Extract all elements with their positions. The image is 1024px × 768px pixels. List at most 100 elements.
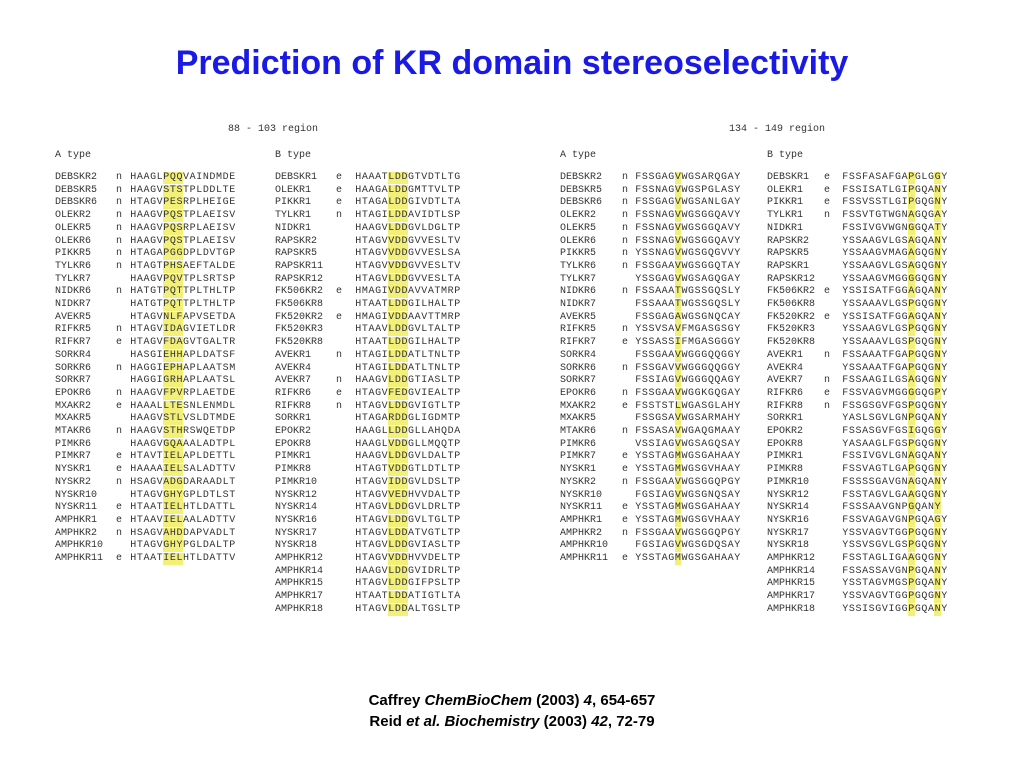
residue: A (209, 362, 216, 374)
sequence: HTAGVLDDGVLTGLTP (355, 514, 461, 527)
sequence: FSSGAVVWGGGQQGGY (635, 362, 741, 375)
residue: S (641, 375, 648, 387)
residue: I (421, 591, 428, 603)
residue: A (136, 413, 143, 425)
residue: T (655, 514, 662, 526)
residue: V (414, 210, 421, 222)
residue: W (681, 260, 688, 272)
residue: A (189, 514, 196, 526)
seq-mark: e (116, 451, 123, 463)
residue: P (189, 197, 196, 209)
residue: Y (842, 591, 849, 603)
residue: G (895, 540, 902, 552)
residue: N (209, 400, 216, 412)
residue: I (674, 337, 682, 350)
residue: S (648, 273, 655, 285)
residue: G (928, 210, 935, 222)
residue: G (375, 565, 382, 577)
residue: V (381, 260, 388, 272)
residue: S (648, 375, 655, 387)
seq-name: NYSKR2 (55, 476, 92, 488)
residue: T (209, 413, 216, 425)
residue: P (934, 387, 941, 400)
residue: P (907, 527, 915, 540)
residue: G (375, 438, 382, 450)
residue: I (862, 311, 869, 323)
residue: A (143, 413, 150, 425)
residue: D (222, 387, 229, 399)
residue: L (196, 451, 203, 463)
residue: Y (734, 362, 741, 374)
residue: S (661, 400, 668, 412)
residue: Y (734, 540, 741, 552)
residue: I (414, 299, 421, 310)
sequence: HAAATLDDGTVDTLTG (355, 172, 461, 184)
sequence: FSSNAGVWGSGGQAVY (635, 210, 741, 223)
residue: P (454, 502, 461, 514)
residue: A (209, 349, 216, 361)
residue: L (441, 578, 448, 590)
residue: P (189, 210, 196, 222)
residue: L (441, 184, 448, 196)
residue: G (895, 578, 902, 590)
residue: V (387, 464, 395, 477)
sequence: HTAGVLDDGVVESLTA (355, 273, 461, 286)
residue: T (447, 222, 454, 234)
residue: L (387, 337, 395, 350)
residue: A (183, 375, 190, 387)
residue: A (408, 311, 415, 323)
residue: T (447, 451, 454, 463)
residue: A (375, 337, 382, 349)
residue: G (701, 235, 708, 247)
residue: S (721, 540, 728, 552)
residue: T (176, 299, 183, 311)
residue: D (401, 349, 408, 362)
residue: V (381, 578, 388, 590)
sequence: YSSTAGMWGSGAHAAY (635, 502, 741, 515)
residue: V (156, 514, 163, 526)
residue: L (381, 438, 388, 450)
residue: W (681, 362, 688, 374)
residue: P (901, 502, 908, 514)
residue: D (401, 426, 408, 438)
residue: T (655, 464, 662, 476)
residue: V (881, 451, 888, 463)
residue: D (401, 222, 408, 235)
residue: A (408, 210, 415, 222)
residue: L (441, 375, 448, 387)
residue: S (694, 476, 701, 488)
residue: A (136, 438, 143, 450)
residue: Y (734, 527, 741, 539)
residue: V (881, 527, 888, 539)
residue: T (361, 400, 368, 412)
residue: S (848, 210, 855, 222)
residue: V (421, 172, 428, 183)
residue: G (668, 451, 675, 463)
residue: H (714, 553, 721, 564)
residue: S (855, 413, 862, 425)
residue: A (408, 603, 415, 615)
residue: P (229, 426, 236, 437)
residue: T (361, 299, 368, 310)
residue: L (441, 222, 448, 234)
residue: A (928, 451, 935, 463)
residue: G (688, 286, 695, 298)
residue: G (928, 337, 935, 349)
residue: T (361, 413, 368, 425)
residue: G (914, 451, 921, 463)
residue: A (661, 476, 668, 488)
residue: A (661, 349, 668, 361)
residue: L (888, 299, 895, 310)
residue: T (361, 514, 368, 526)
residue: Y (842, 286, 849, 298)
residue: I (862, 222, 869, 234)
residue: F (635, 210, 642, 222)
sequence: HAGGIEPHAPLAATSM (130, 362, 236, 375)
residue: S (694, 248, 701, 260)
residue: N (934, 349, 941, 362)
residue: P (189, 451, 196, 463)
residue: Y (734, 438, 741, 450)
residue: P (229, 286, 236, 298)
residue: H (130, 464, 137, 476)
residue: H (355, 578, 362, 590)
